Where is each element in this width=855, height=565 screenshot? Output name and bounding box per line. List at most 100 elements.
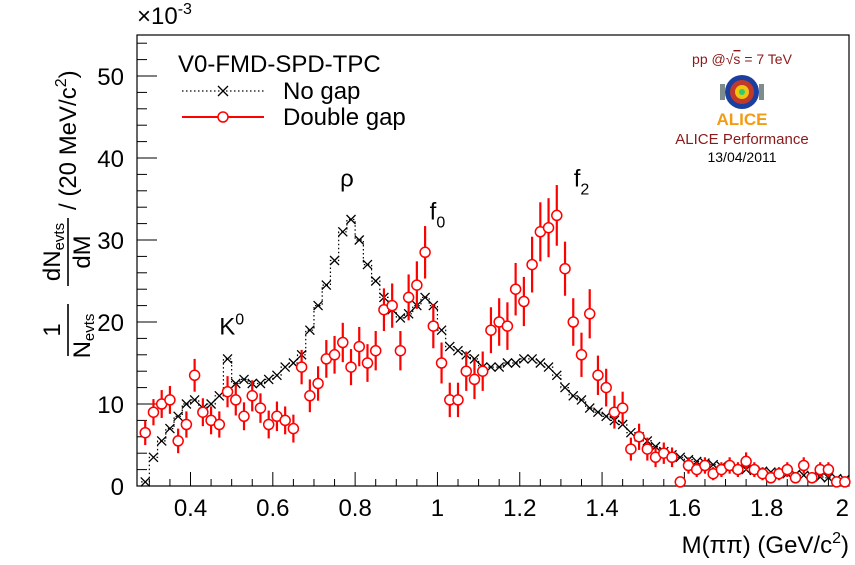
legend-double-marker xyxy=(217,111,229,123)
alice-logo-block: pp @√s = 7 TeV ALICE ALICE Performance 1… xyxy=(675,51,808,165)
no-gap-point xyxy=(222,353,233,364)
double-gap-point xyxy=(839,476,851,488)
y-tick-label: 0 xyxy=(111,474,124,501)
alice-performance: ALICE Performance xyxy=(675,131,808,148)
no-gap-point xyxy=(263,374,274,385)
svg-text:dNevts: dNevts xyxy=(39,223,68,281)
no-gap-point xyxy=(675,452,686,463)
double-gap-point xyxy=(188,369,201,382)
no-gap-line xyxy=(141,218,849,483)
double-gap-point xyxy=(542,221,555,234)
no-gap-point xyxy=(535,358,546,368)
peak-annotation: f2 xyxy=(574,166,590,199)
y-tick-label: 20 xyxy=(97,310,124,337)
double-gap-point xyxy=(616,402,629,414)
no-gap-point xyxy=(444,341,455,352)
x-axis-title: M(ππ) (GeV/c2) xyxy=(682,530,849,559)
double-gap-point xyxy=(386,299,398,312)
alice-date: 13/04/2011 xyxy=(707,149,776,165)
no-gap-point xyxy=(230,378,241,389)
double-gap-point xyxy=(230,394,242,406)
double-gap-point xyxy=(806,472,818,484)
no-gap-point xyxy=(576,394,587,405)
double-gap-point xyxy=(476,365,489,377)
double-gap-point xyxy=(600,381,612,394)
y-axis: 0 10 20 30 40 50 xyxy=(97,42,157,501)
no-gap-point xyxy=(148,452,159,463)
double-gap-point xyxy=(435,357,448,369)
no-gap-point xyxy=(271,370,282,381)
no-gap-point xyxy=(584,403,595,414)
x-tick-label: 1.8 xyxy=(750,495,783,522)
double-gap-point xyxy=(411,279,423,291)
no-gap-point xyxy=(156,435,167,446)
no-gap-point xyxy=(206,399,217,409)
no-gap-point xyxy=(395,312,406,323)
double-gap-point xyxy=(287,422,300,435)
x-axis: 0.4 0.6 0.8 1 1.2 1.4 1.6 1.8 2 xyxy=(148,472,850,522)
double-gap-point xyxy=(559,262,571,275)
double-gap-point xyxy=(518,295,530,308)
x-tick-label: 0.6 xyxy=(256,495,289,522)
double-gap-point xyxy=(139,426,151,439)
double-gap-point xyxy=(666,451,678,464)
double-gap-point xyxy=(279,414,291,427)
no-gap-point xyxy=(329,255,340,266)
double-gap-point xyxy=(328,349,341,361)
x-tick-label: 0.8 xyxy=(338,495,371,522)
no-gap-point xyxy=(255,378,266,389)
double-gap-point xyxy=(221,385,234,398)
svg-text:Nevts: Nevts xyxy=(69,314,98,359)
series-no-gap xyxy=(140,214,850,487)
series-double-gap xyxy=(139,185,851,488)
svg-text:dM: dM xyxy=(69,235,96,268)
no-gap-point xyxy=(354,235,365,245)
double-gap-point xyxy=(509,283,522,295)
double-gap-point xyxy=(345,361,357,373)
double-gap-point xyxy=(641,443,654,455)
y-axis-title: 1 Nevts dNevts dM / (20 MeV/c2) xyxy=(39,70,98,358)
double-gap-point xyxy=(304,390,316,402)
peak-annotation: K0 xyxy=(219,311,244,340)
x-tick-label: 1.4 xyxy=(585,495,618,522)
double-gap-point xyxy=(633,431,645,443)
no-gap-point xyxy=(337,226,348,237)
no-gap-point xyxy=(181,399,192,409)
double-gap-point xyxy=(197,406,209,418)
y-tick-label: 30 xyxy=(97,228,124,255)
alice-name: ALICE xyxy=(717,110,768,129)
double-gap-point xyxy=(402,291,415,304)
no-gap-point xyxy=(469,353,480,364)
double-gap-point xyxy=(369,344,382,357)
double-gap-point xyxy=(740,455,752,468)
double-gap-point xyxy=(337,336,349,349)
plot-frame xyxy=(136,34,850,487)
x-tick-label: 1.2 xyxy=(503,495,536,522)
no-gap-point xyxy=(453,345,463,356)
double-gap-point xyxy=(501,320,514,332)
double-gap-point xyxy=(674,476,687,488)
no-gap-point xyxy=(370,276,381,286)
double-gap-point xyxy=(575,349,588,361)
no-gap-point xyxy=(494,362,505,373)
double-gap-point xyxy=(822,463,835,476)
no-gap-point xyxy=(568,390,579,401)
peak-annotations: K0 ρ f0 f2 xyxy=(219,166,589,341)
double-gap-point xyxy=(732,463,744,476)
no-gap-point xyxy=(346,214,356,225)
double-gap-point xyxy=(246,390,258,402)
x-tick-label: 1.6 xyxy=(668,495,701,522)
x-tick-label: 2 xyxy=(836,495,849,522)
alice-detector-icon xyxy=(720,75,764,109)
y-tick-label: 50 xyxy=(97,64,124,91)
double-gap-point xyxy=(147,406,160,418)
svg-text:/ (20 MeV/c2): / (20 MeV/c2) xyxy=(53,70,82,210)
double-gap-point xyxy=(361,357,374,369)
legend-title: V0-FMD-SPD-TPC xyxy=(178,51,381,78)
double-gap-point xyxy=(172,435,184,447)
double-gap-point xyxy=(797,459,810,472)
double-gap-point xyxy=(419,246,431,259)
legend: V0-FMD-SPD-TPC No gap Double gap xyxy=(178,51,406,131)
no-gap-point xyxy=(313,300,324,311)
